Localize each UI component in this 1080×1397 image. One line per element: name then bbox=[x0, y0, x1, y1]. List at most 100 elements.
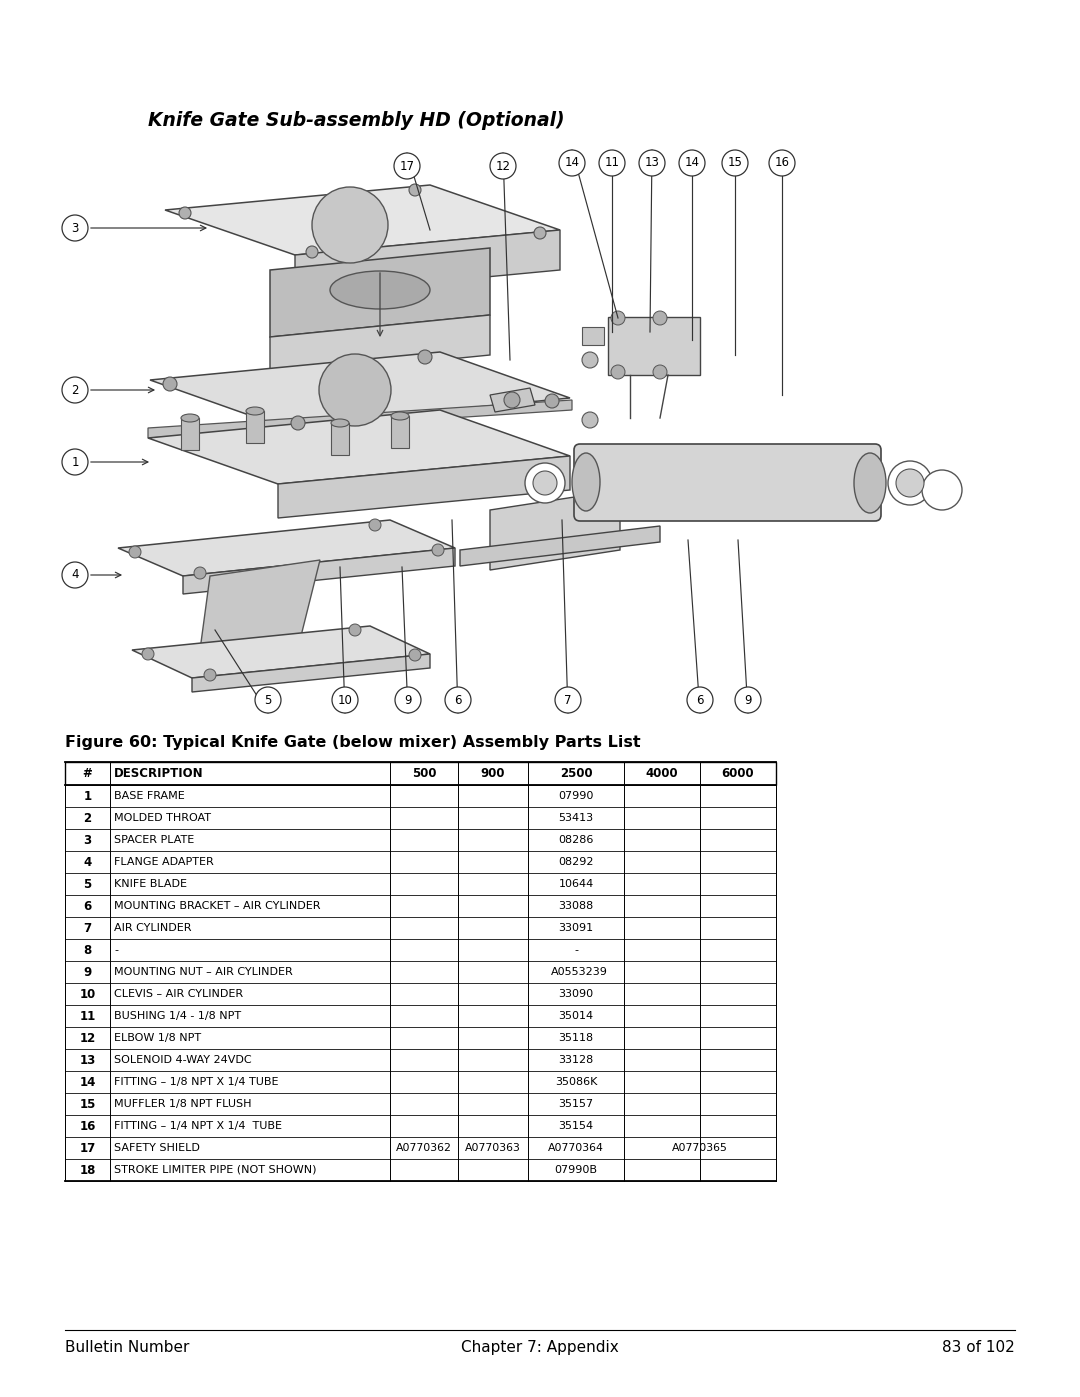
Ellipse shape bbox=[330, 271, 430, 309]
Text: 2: 2 bbox=[83, 812, 92, 824]
Text: A0770363: A0770363 bbox=[465, 1143, 521, 1153]
Text: MOUNTING NUT – AIR CYLINDER: MOUNTING NUT – AIR CYLINDER bbox=[114, 967, 293, 977]
Bar bbox=[65, 916, 777, 939]
Polygon shape bbox=[391, 416, 409, 448]
Text: 16: 16 bbox=[774, 156, 789, 169]
Circle shape bbox=[129, 546, 141, 557]
Text: 8: 8 bbox=[83, 943, 92, 957]
Bar bbox=[65, 873, 777, 895]
Text: 10: 10 bbox=[79, 988, 96, 1000]
Text: 08286: 08286 bbox=[558, 835, 594, 845]
Circle shape bbox=[896, 469, 924, 497]
Circle shape bbox=[769, 149, 795, 176]
Text: 33128: 33128 bbox=[558, 1055, 594, 1065]
Circle shape bbox=[432, 543, 444, 556]
Text: 11: 11 bbox=[79, 1010, 96, 1023]
Circle shape bbox=[394, 154, 420, 179]
Text: FITTING – 1/8 NPT X 1/4 TUBE: FITTING – 1/8 NPT X 1/4 TUBE bbox=[114, 1077, 279, 1087]
Circle shape bbox=[679, 149, 705, 176]
Circle shape bbox=[349, 624, 361, 636]
Text: DESCRIPTION: DESCRIPTION bbox=[114, 767, 204, 780]
Text: AIR CYLINDER: AIR CYLINDER bbox=[114, 923, 191, 933]
Text: A0770362: A0770362 bbox=[396, 1143, 451, 1153]
Text: 08292: 08292 bbox=[558, 856, 594, 868]
Text: 900: 900 bbox=[481, 767, 505, 780]
Ellipse shape bbox=[246, 407, 264, 415]
Circle shape bbox=[534, 471, 557, 495]
Ellipse shape bbox=[572, 453, 600, 511]
Ellipse shape bbox=[854, 453, 886, 513]
Polygon shape bbox=[490, 388, 535, 412]
Circle shape bbox=[599, 149, 625, 176]
Text: 9: 9 bbox=[83, 965, 92, 978]
Circle shape bbox=[395, 687, 421, 712]
Bar bbox=[65, 828, 777, 851]
Polygon shape bbox=[490, 490, 620, 570]
Text: 35154: 35154 bbox=[558, 1120, 594, 1132]
Text: MOUNTING BRACKET – AIR CYLINDER: MOUNTING BRACKET – AIR CYLINDER bbox=[114, 901, 321, 911]
Polygon shape bbox=[270, 249, 490, 337]
Circle shape bbox=[888, 461, 932, 504]
Text: 15: 15 bbox=[79, 1098, 96, 1111]
Circle shape bbox=[735, 687, 761, 712]
Bar bbox=[65, 961, 777, 983]
Bar bbox=[65, 807, 777, 828]
FancyBboxPatch shape bbox=[573, 444, 881, 521]
Bar bbox=[65, 895, 777, 916]
Text: MOLDED THROAT: MOLDED THROAT bbox=[114, 813, 211, 823]
Text: 14: 14 bbox=[685, 156, 700, 169]
Text: SPACER PLATE: SPACER PLATE bbox=[114, 835, 194, 845]
Text: 9: 9 bbox=[404, 693, 411, 707]
Bar bbox=[65, 1160, 777, 1180]
Text: 10644: 10644 bbox=[558, 879, 594, 888]
Circle shape bbox=[62, 215, 87, 242]
Text: 4: 4 bbox=[71, 569, 79, 581]
Bar bbox=[65, 1092, 777, 1115]
Text: 7: 7 bbox=[564, 693, 571, 707]
Circle shape bbox=[922, 469, 962, 510]
Bar bbox=[65, 851, 777, 873]
Text: 13: 13 bbox=[79, 1053, 96, 1066]
Text: 4000: 4000 bbox=[646, 767, 678, 780]
Text: 7: 7 bbox=[83, 922, 92, 935]
Text: 6: 6 bbox=[455, 693, 462, 707]
Text: Chapter 7: Appendix: Chapter 7: Appendix bbox=[461, 1340, 619, 1355]
Bar bbox=[65, 1137, 777, 1160]
Text: 12: 12 bbox=[79, 1031, 96, 1045]
Text: 18: 18 bbox=[79, 1164, 96, 1176]
Text: 3: 3 bbox=[71, 222, 79, 235]
Text: 1: 1 bbox=[71, 455, 79, 468]
Circle shape bbox=[653, 365, 667, 379]
Polygon shape bbox=[148, 400, 572, 439]
Circle shape bbox=[611, 312, 625, 326]
Circle shape bbox=[62, 562, 87, 588]
Polygon shape bbox=[118, 520, 455, 576]
Text: 14: 14 bbox=[79, 1076, 96, 1088]
Polygon shape bbox=[150, 352, 570, 426]
Circle shape bbox=[611, 365, 625, 379]
Text: BUSHING 1/4 - 1/8 NPT: BUSHING 1/4 - 1/8 NPT bbox=[114, 1011, 241, 1021]
Text: 9: 9 bbox=[744, 693, 752, 707]
Text: BASE FRAME: BASE FRAME bbox=[114, 791, 185, 800]
Text: 17: 17 bbox=[400, 159, 415, 172]
Text: 6000: 6000 bbox=[721, 767, 754, 780]
Polygon shape bbox=[278, 455, 570, 518]
Text: 33088: 33088 bbox=[558, 901, 594, 911]
Circle shape bbox=[194, 567, 206, 578]
Circle shape bbox=[179, 207, 191, 219]
Circle shape bbox=[723, 149, 748, 176]
Text: 17: 17 bbox=[79, 1141, 96, 1154]
Text: 14: 14 bbox=[565, 156, 580, 169]
Text: 35014: 35014 bbox=[558, 1011, 594, 1021]
Bar bbox=[65, 1115, 777, 1137]
Polygon shape bbox=[148, 409, 570, 483]
Circle shape bbox=[504, 393, 519, 408]
Text: -: - bbox=[573, 944, 578, 956]
Text: SOLENOID 4-WAY 24VDC: SOLENOID 4-WAY 24VDC bbox=[114, 1055, 252, 1065]
Text: 16: 16 bbox=[79, 1119, 96, 1133]
Polygon shape bbox=[181, 418, 199, 450]
Bar bbox=[65, 1027, 777, 1049]
Text: 33090: 33090 bbox=[558, 989, 594, 999]
Text: 6: 6 bbox=[83, 900, 92, 912]
Text: 07990: 07990 bbox=[558, 791, 594, 800]
